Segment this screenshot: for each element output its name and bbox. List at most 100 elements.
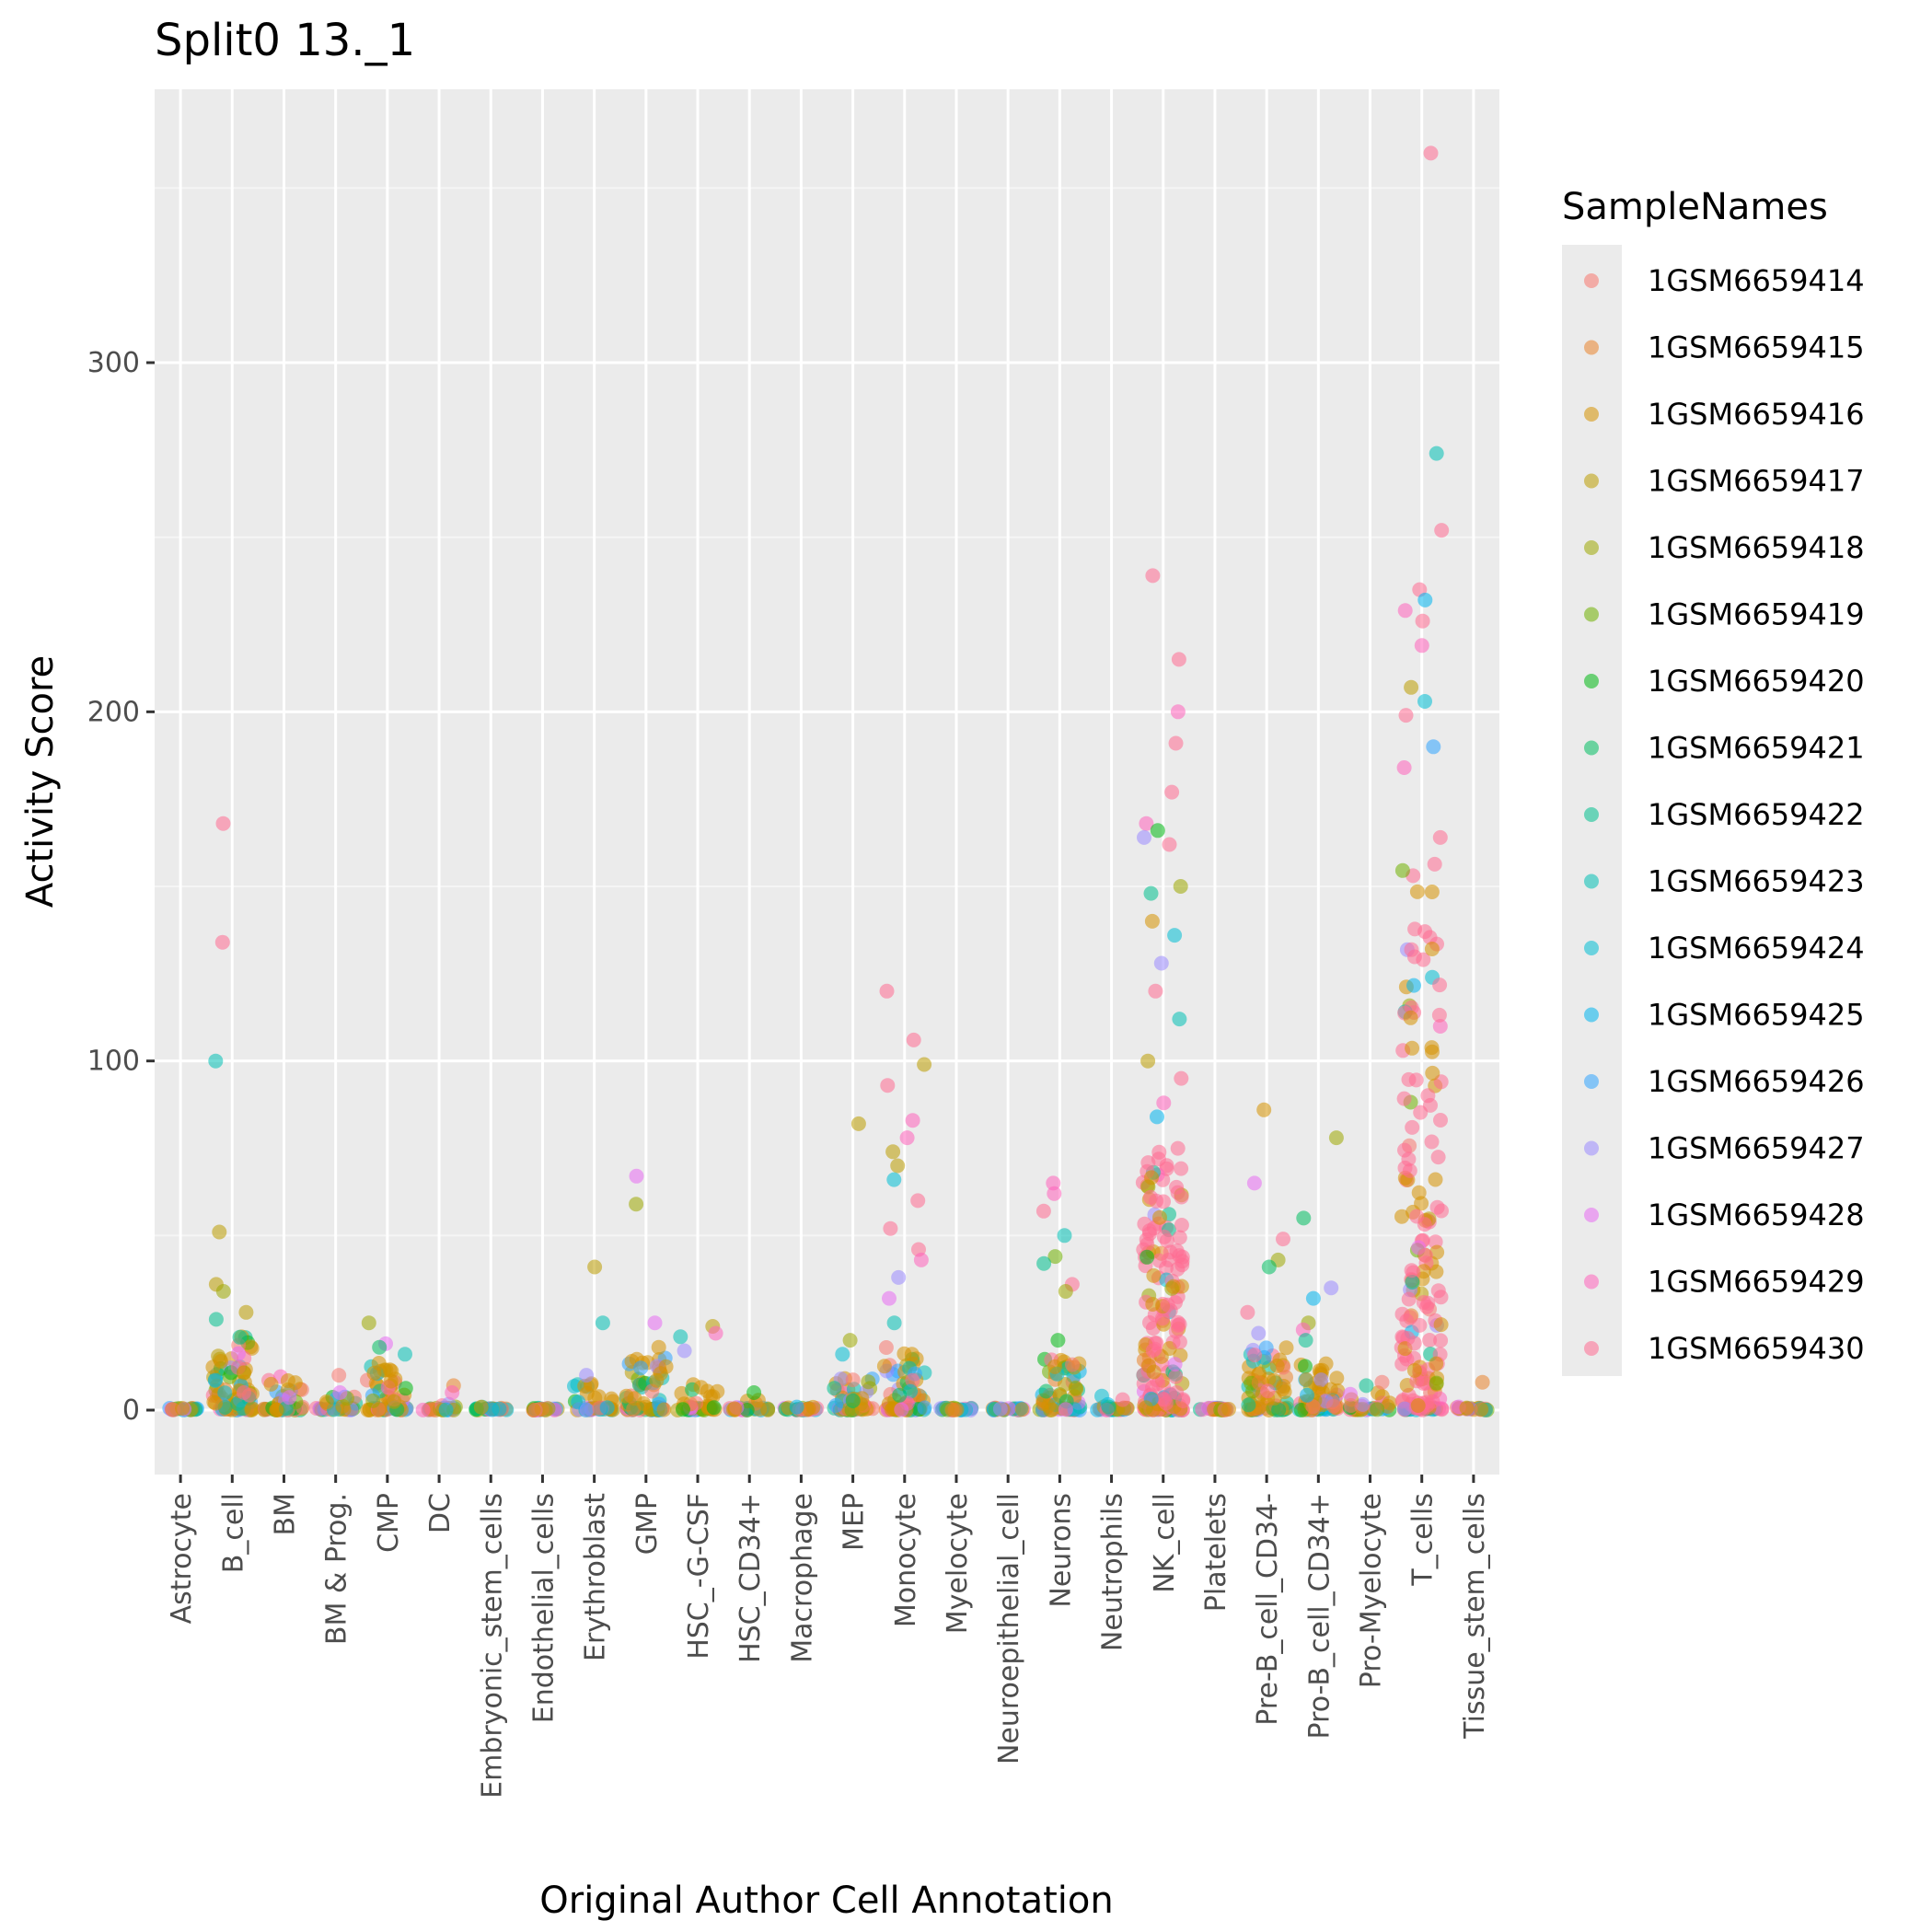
data-point [280,1373,295,1388]
data-point [1153,955,1169,971]
data-point [656,1402,672,1417]
data-point [1433,1113,1448,1128]
legend-label: 1GSM6659424 [1648,931,1865,966]
data-point [631,1377,647,1393]
legend: 1GSM6659414 1GSM6659415 1GSM6659416 1GSM665… [1584,263,1865,1366]
data-point [1396,1091,1412,1106]
legend-key [1584,1208,1599,1222]
legend-label: 1GSM6659417 [1648,464,1865,499]
x-tick-label: Neutrophils [1097,1493,1129,1651]
data-point [1170,1140,1186,1156]
data-point [1154,1311,1170,1326]
data-point [1174,1189,1189,1205]
data-point [633,1360,649,1376]
y-tick-label: 0 [122,1394,140,1427]
x-tick-label: Monocyte [890,1493,922,1627]
data-point [879,983,895,999]
data-point [567,1379,582,1394]
data-point [1405,1119,1420,1135]
data-point [237,1365,252,1381]
data-point [1429,1244,1445,1260]
x-tick-label: Embryonic_stem_cells [476,1493,508,1799]
data-point [1417,592,1433,607]
x-tick-label: Myelocyte [942,1493,974,1634]
data-point [237,1385,251,1400]
data-point [910,1193,926,1209]
data-point [1343,1386,1358,1402]
data-point [1323,1382,1338,1397]
data-point [282,1390,297,1406]
data-point [1143,885,1159,901]
data-point [1277,1384,1292,1400]
data-point [238,1304,254,1320]
legend-label: 1GSM6659428 [1648,1197,1865,1232]
data-point [1431,1007,1447,1023]
data-point [175,1401,190,1416]
data-point [636,1395,652,1411]
data-point [1140,1249,1155,1265]
data-point [1430,1283,1446,1299]
data-point [1343,1398,1359,1413]
legend-key [1584,1341,1599,1356]
data-point [232,1329,248,1345]
data-point [1474,1402,1489,1417]
x-tick-label: MEP [839,1493,871,1551]
data-point [913,1252,929,1267]
data-point [1170,704,1186,720]
data-point [1313,1372,1329,1388]
data-point [587,1259,603,1275]
data-point [1413,1105,1429,1120]
data-point [885,1144,901,1160]
major-gridlines [155,89,1499,1475]
data-point [899,1130,915,1146]
data-point [1160,1297,1175,1313]
data-point [1424,1134,1440,1150]
data-point [1432,829,1448,845]
data-point [1397,603,1413,619]
data-point [861,1374,876,1390]
data-point [1145,568,1161,584]
data-point [1329,1371,1345,1386]
data-point [878,1340,894,1355]
legend-label: 1GSM6659425 [1648,998,1865,1033]
legend-key [1584,340,1599,355]
data-point [1151,1253,1167,1268]
data-point [1047,1249,1063,1265]
data-point [876,1359,892,1374]
data-point [1150,823,1165,839]
x-tick-label: T_cells [1407,1493,1440,1587]
data-point [1422,1333,1438,1348]
legend-key [1584,540,1599,555]
data-point [1152,1209,1167,1225]
x-tick-label: BM & Prog. [321,1493,353,1645]
data-point [1138,1400,1153,1416]
x-tick-label: Erythroblast [580,1493,612,1661]
legend-label: 1GSM6659419 [1648,597,1865,632]
data-point [217,1385,233,1401]
legend-label: 1GSM6659421 [1648,731,1865,766]
x-tick-label: Macrophage [786,1493,818,1663]
data-point [1035,1395,1051,1411]
data-point [318,1394,334,1409]
data-point [1433,1317,1449,1333]
data-point [473,1399,489,1415]
x-axis-title: Original Author Cell Annotation [539,1880,1113,1922]
data-point [1404,1263,1419,1278]
legend-key [1584,1074,1599,1089]
data-point [1150,1109,1164,1125]
x-tick-label: NK_cell [1149,1493,1181,1593]
data-point [801,1401,816,1417]
data-point [1374,1374,1390,1390]
data-point [1415,613,1430,629]
data-point [263,1376,279,1392]
data-point [1167,1357,1183,1372]
data-point [1168,1324,1184,1339]
data-point [1171,652,1186,667]
data-point [365,1393,381,1408]
data-point [1434,523,1450,538]
x-tick-label: B_cell [217,1493,249,1573]
data-point [1430,1150,1446,1165]
data-point [1145,1343,1161,1359]
data-point [1429,1375,1444,1391]
data-point [1305,1399,1321,1415]
